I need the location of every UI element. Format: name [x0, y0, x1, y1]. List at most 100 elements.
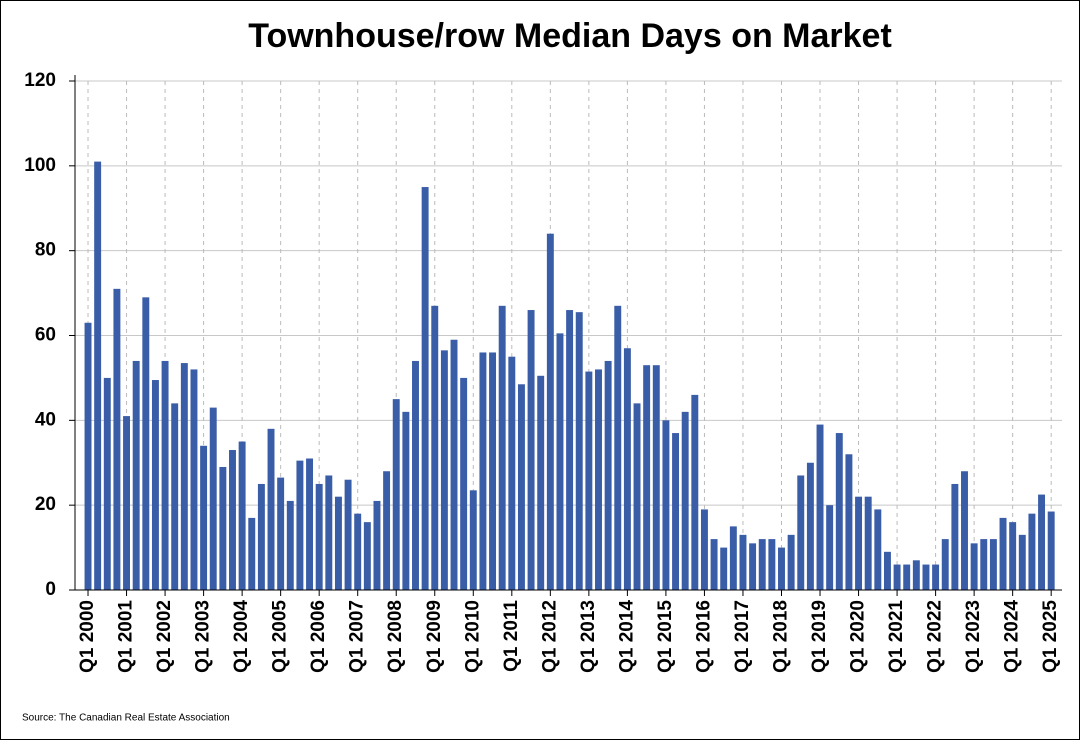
bar — [325, 475, 333, 590]
bar — [132, 360, 140, 590]
bar — [537, 375, 545, 590]
bar — [739, 534, 747, 590]
bar — [296, 460, 304, 590]
bar — [200, 445, 208, 590]
bar — [855, 496, 863, 590]
bar — [257, 483, 265, 590]
bar — [1047, 511, 1055, 590]
bar — [440, 350, 448, 590]
bar — [903, 564, 911, 590]
y-tick-label: 0 — [45, 579, 56, 600]
bar — [151, 380, 159, 590]
bar — [363, 522, 371, 590]
bar — [999, 517, 1007, 590]
bar — [421, 187, 429, 590]
x-tick-label: Q1 2022 — [925, 600, 946, 673]
y-tick-label: 80 — [35, 240, 56, 261]
x-tick-label: Q1 2016 — [693, 600, 714, 673]
bar — [980, 539, 988, 590]
x-tick-label: Q1 2002 — [154, 600, 175, 673]
bar — [431, 305, 439, 590]
bar — [1009, 522, 1017, 590]
bar — [604, 360, 612, 590]
chart-title: Townhouse/row Median Days on Market — [248, 17, 892, 55]
bar — [941, 539, 949, 590]
bar — [816, 424, 824, 590]
x-tick-label: Q1 2007 — [347, 600, 368, 673]
bar — [383, 471, 391, 590]
bar — [864, 496, 872, 590]
bar — [874, 509, 882, 590]
x-tick-label: Q1 2014 — [616, 600, 637, 673]
bar — [681, 411, 689, 590]
x-tick-label: Q1 2009 — [424, 600, 445, 673]
bar — [229, 450, 236, 590]
bar — [922, 564, 930, 590]
bar — [517, 384, 525, 590]
x-tick-label: Q1 2025 — [1040, 600, 1061, 673]
bar — [720, 547, 728, 590]
x-tick-label: Q1 2001 — [116, 600, 137, 673]
y-tick-label: 120 — [24, 70, 56, 91]
bar — [575, 312, 583, 590]
y-tick-label: 40 — [35, 409, 56, 430]
bar — [103, 377, 111, 590]
bar — [961, 471, 968, 590]
bar — [334, 496, 342, 590]
bar — [84, 322, 92, 590]
bar — [546, 233, 554, 590]
bar — [1038, 494, 1046, 590]
bar — [951, 483, 959, 590]
bar — [344, 479, 352, 590]
bar — [797, 475, 805, 590]
y-tick-label: 20 — [35, 494, 56, 515]
bar — [498, 305, 506, 590]
bar — [633, 403, 641, 590]
bar — [286, 500, 294, 590]
x-tick-label: Q1 2004 — [231, 600, 252, 673]
bar — [508, 356, 516, 590]
bar — [710, 539, 718, 590]
x-tick-label: Q1 2011 — [501, 600, 522, 672]
bar — [845, 454, 853, 590]
x-tick-label: Q1 2019 — [809, 600, 830, 673]
x-tick-label: Q1 2012 — [539, 600, 560, 673]
bar — [700, 509, 708, 590]
bar — [787, 534, 795, 590]
bar — [595, 369, 602, 590]
bar — [489, 352, 497, 590]
source-note: Source: The Canadian Real Estate Associa… — [22, 713, 230, 724]
bar — [758, 539, 766, 590]
bar — [354, 513, 362, 590]
bar — [219, 466, 227, 590]
bar — [412, 360, 419, 590]
bar — [623, 348, 631, 590]
x-tick-label: Q1 2021 — [886, 600, 907, 673]
bar — [450, 339, 458, 590]
x-tick-label: Q1 2003 — [193, 600, 214, 673]
bar — [113, 288, 121, 590]
bar — [161, 360, 169, 590]
bar — [238, 441, 246, 590]
x-tick-label: Q1 2020 — [848, 600, 869, 673]
bar — [652, 365, 660, 590]
x-tick-label: Q1 2006 — [308, 600, 329, 673]
x-tick-label: Q1 2010 — [462, 600, 483, 673]
bar — [806, 462, 814, 590]
bar — [556, 333, 564, 590]
bar — [932, 564, 940, 590]
bar — [180, 363, 188, 590]
bar — [729, 526, 737, 590]
bar — [989, 539, 997, 590]
x-tick-label: Q1 2013 — [578, 600, 599, 673]
bar — [306, 458, 314, 590]
bar — [190, 369, 198, 590]
bar — [662, 420, 670, 590]
bar — [585, 371, 593, 590]
x-tick-label: Q1 2018 — [771, 600, 792, 673]
bar — [479, 352, 487, 590]
bar — [749, 543, 757, 590]
bar — [469, 490, 477, 590]
